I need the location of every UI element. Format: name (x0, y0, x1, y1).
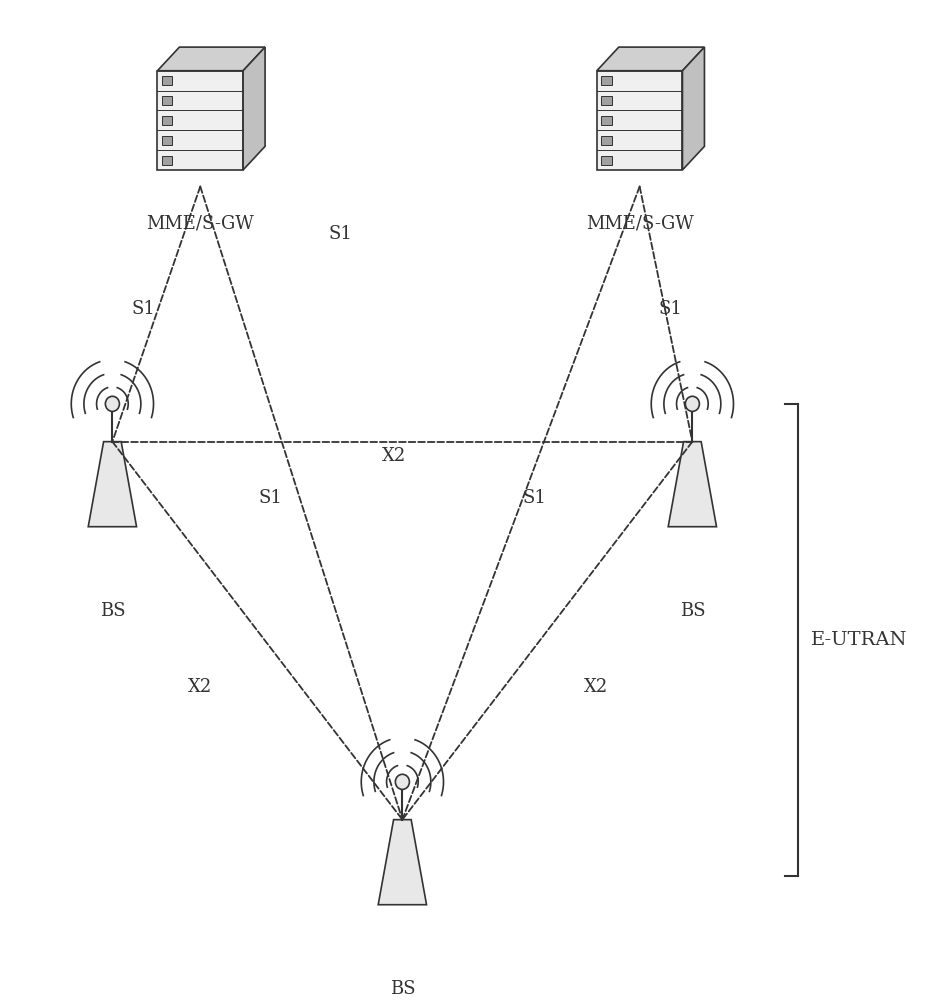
Polygon shape (667, 442, 716, 527)
FancyBboxPatch shape (161, 156, 172, 165)
Text: S1: S1 (259, 489, 282, 507)
Circle shape (106, 396, 120, 411)
Text: S1: S1 (328, 225, 352, 243)
Polygon shape (596, 47, 704, 71)
FancyBboxPatch shape (601, 156, 611, 165)
Text: X2: X2 (583, 678, 607, 696)
FancyBboxPatch shape (161, 96, 172, 105)
FancyBboxPatch shape (161, 136, 172, 145)
FancyBboxPatch shape (601, 116, 611, 125)
FancyBboxPatch shape (601, 96, 611, 105)
FancyBboxPatch shape (601, 136, 611, 145)
FancyBboxPatch shape (601, 76, 611, 85)
Text: S1: S1 (522, 489, 545, 507)
Circle shape (395, 774, 409, 789)
Text: X2: X2 (188, 678, 212, 696)
Text: S1: S1 (658, 300, 681, 318)
FancyBboxPatch shape (161, 116, 172, 125)
Polygon shape (158, 47, 265, 71)
Text: E-UTRAN: E-UTRAN (810, 631, 907, 649)
Text: BS: BS (389, 980, 414, 998)
Polygon shape (88, 442, 136, 527)
Text: X2: X2 (381, 447, 405, 465)
Text: MME/S-GW: MME/S-GW (585, 215, 692, 233)
Text: S1: S1 (131, 300, 155, 318)
Polygon shape (243, 47, 265, 170)
Circle shape (685, 396, 699, 411)
Polygon shape (681, 47, 704, 170)
Text: BS: BS (679, 602, 705, 620)
FancyBboxPatch shape (596, 71, 681, 170)
Text: BS: BS (99, 602, 125, 620)
FancyBboxPatch shape (158, 71, 243, 170)
FancyBboxPatch shape (161, 76, 172, 85)
Polygon shape (378, 820, 426, 905)
Text: MME/S-GW: MME/S-GW (146, 215, 254, 233)
